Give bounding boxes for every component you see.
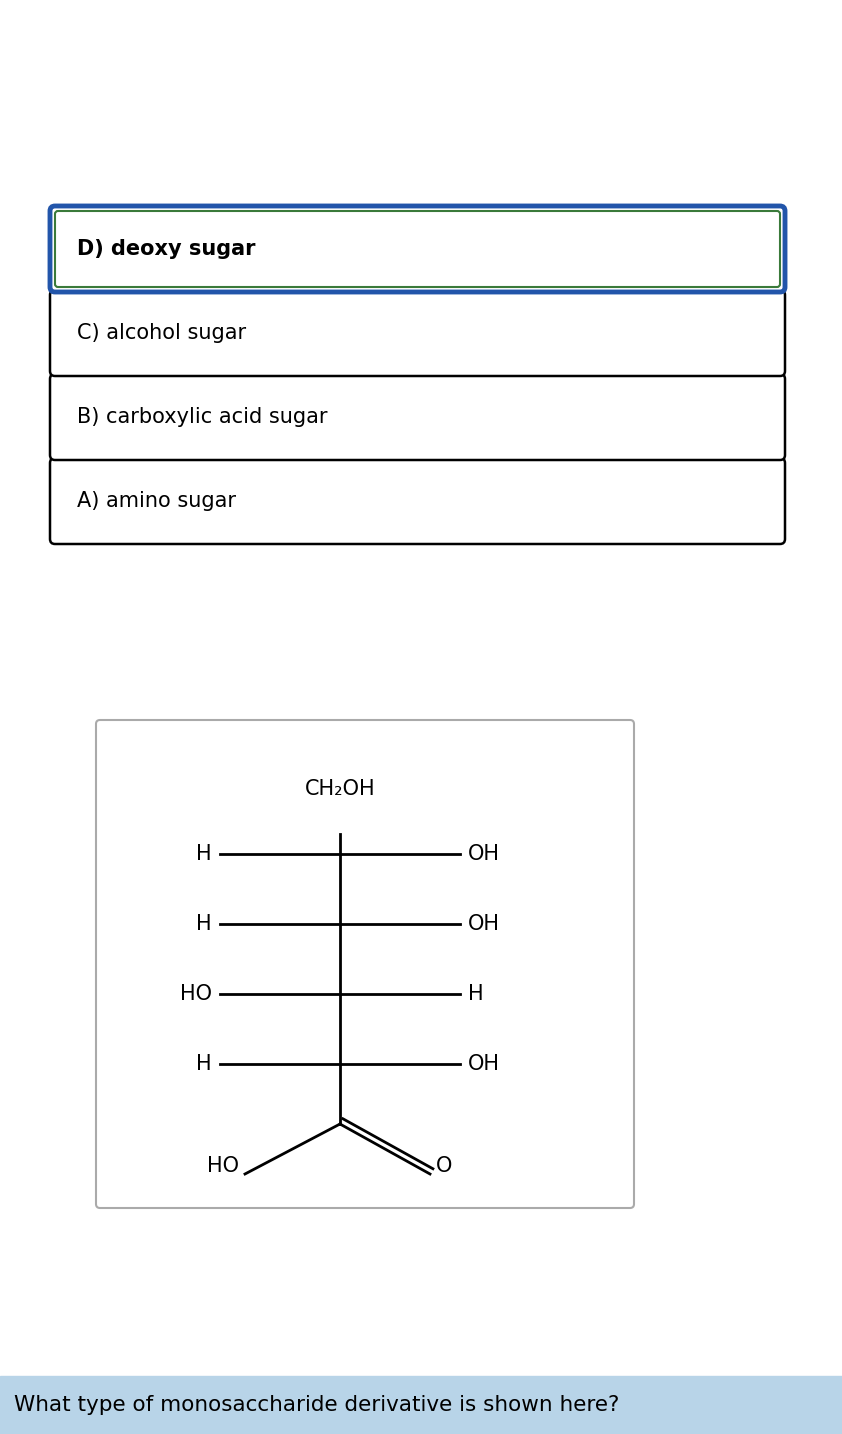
Text: What type of monosaccharide derivative is shown here?: What type of monosaccharide derivative i… bbox=[14, 1395, 620, 1415]
Text: B) carboxylic acid sugar: B) carboxylic acid sugar bbox=[77, 407, 328, 427]
Text: H: H bbox=[468, 984, 483, 1004]
Text: O: O bbox=[436, 1156, 452, 1176]
Text: A) amino sugar: A) amino sugar bbox=[77, 490, 236, 511]
Text: H: H bbox=[196, 845, 212, 865]
Text: D) deoxy sugar: D) deoxy sugar bbox=[77, 239, 255, 260]
Text: HO: HO bbox=[180, 984, 212, 1004]
Text: CH₂OH: CH₂OH bbox=[305, 779, 376, 799]
Text: H: H bbox=[196, 913, 212, 934]
Text: H: H bbox=[196, 1054, 212, 1074]
Text: OH: OH bbox=[468, 913, 500, 934]
FancyBboxPatch shape bbox=[96, 720, 634, 1207]
Text: OH: OH bbox=[468, 845, 500, 865]
Bar bbox=[0, 1377, 842, 1434]
Text: C) alcohol sugar: C) alcohol sugar bbox=[77, 323, 246, 343]
Text: HO: HO bbox=[207, 1156, 239, 1176]
FancyBboxPatch shape bbox=[55, 211, 780, 287]
FancyBboxPatch shape bbox=[50, 290, 785, 376]
FancyBboxPatch shape bbox=[50, 374, 785, 460]
FancyBboxPatch shape bbox=[50, 206, 785, 293]
FancyBboxPatch shape bbox=[50, 457, 785, 543]
Text: OH: OH bbox=[468, 1054, 500, 1074]
